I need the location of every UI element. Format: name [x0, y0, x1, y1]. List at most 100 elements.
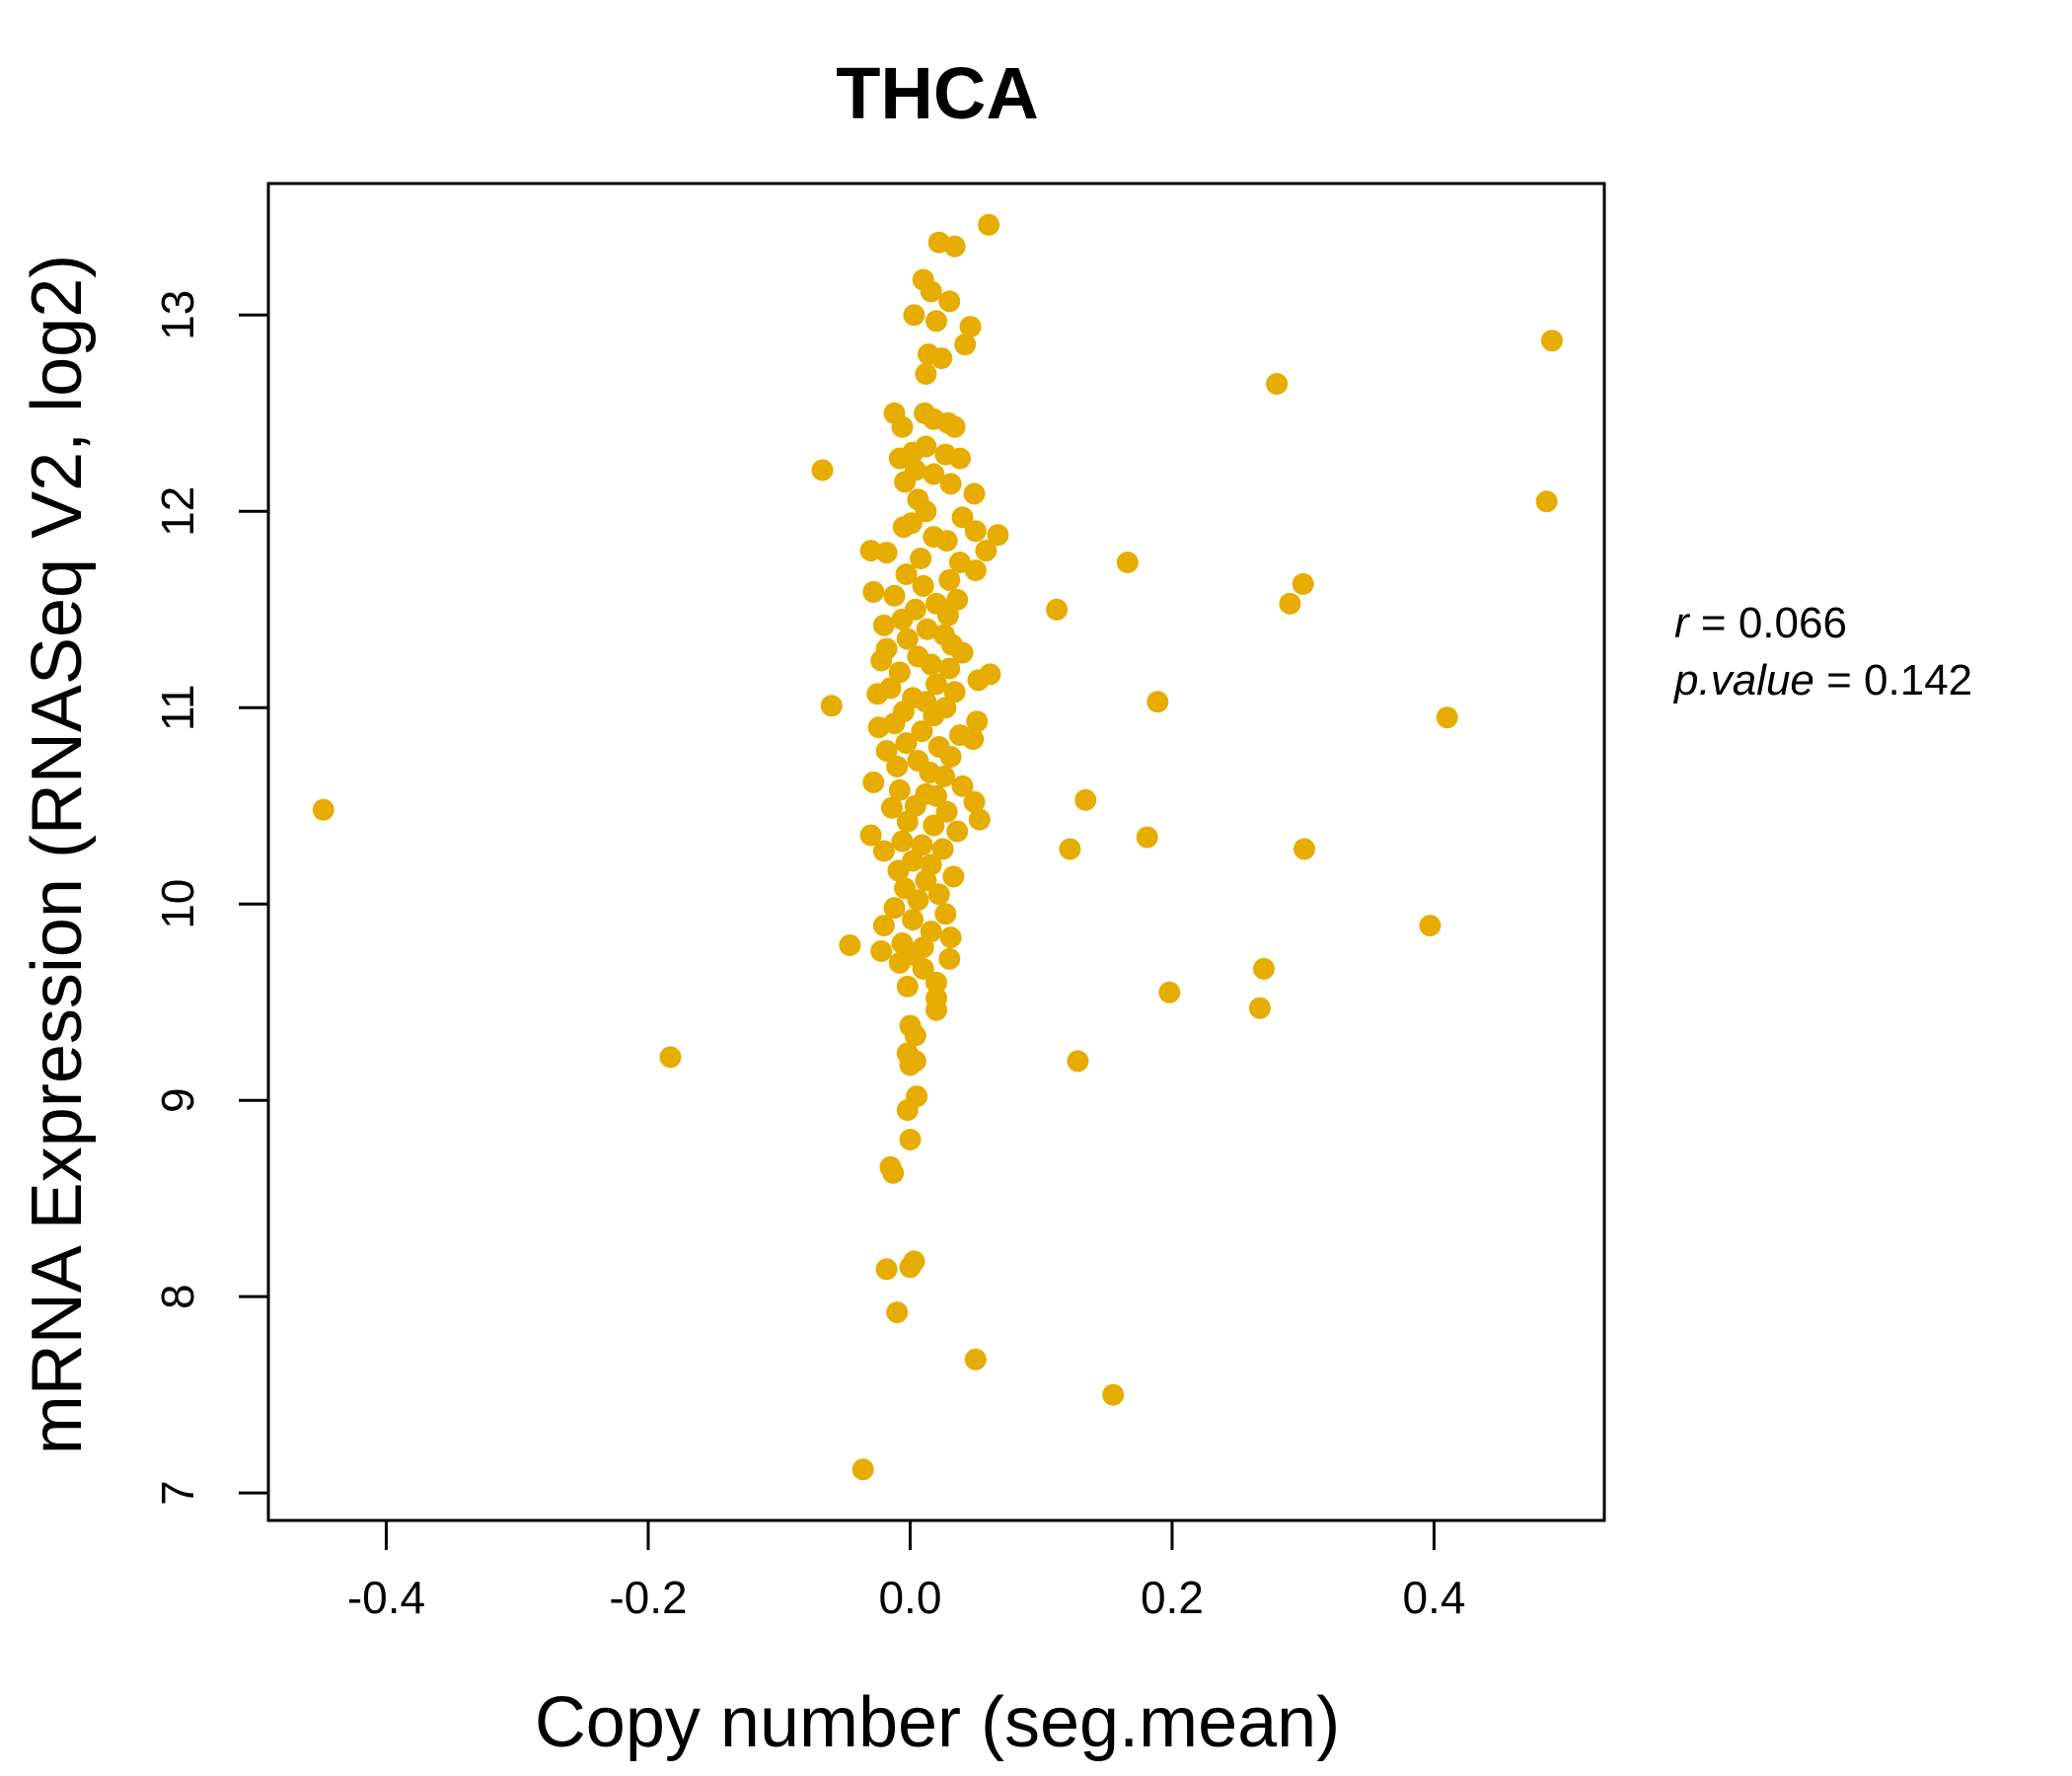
data-point	[866, 683, 889, 705]
data-point	[1059, 838, 1081, 860]
data-point	[1419, 915, 1442, 937]
data-point	[964, 1348, 987, 1370]
chart-title: THCA	[836, 52, 1039, 134]
data-point	[1279, 592, 1301, 615]
data-point	[925, 673, 947, 696]
data-point	[943, 415, 966, 438]
data-point	[902, 909, 925, 931]
data-point	[915, 363, 937, 385]
data-point	[811, 459, 834, 481]
data-point	[915, 869, 937, 892]
data-point	[968, 808, 991, 831]
data-point	[964, 520, 987, 543]
data-point	[936, 604, 959, 627]
data-point	[916, 618, 938, 640]
data-point	[1292, 572, 1314, 595]
data-point	[888, 661, 911, 684]
data-point	[938, 947, 961, 970]
data-point	[1136, 826, 1158, 849]
data-point	[946, 588, 969, 611]
data-point	[939, 473, 962, 495]
data-point	[899, 1256, 922, 1279]
data-point	[925, 999, 947, 1021]
data-point	[978, 213, 1000, 236]
y-tick-label: 8	[152, 1284, 203, 1309]
data-point	[882, 1161, 905, 1184]
data-point	[875, 740, 898, 762]
data-point	[862, 771, 885, 793]
data-point	[935, 530, 958, 553]
data-point	[948, 447, 971, 470]
data-point	[896, 628, 919, 650]
data-point	[896, 1099, 919, 1122]
data-point	[903, 304, 925, 327]
data-point	[891, 415, 914, 438]
y-axis-label: mRNA Expression (RNASeq V2, log2)	[18, 255, 97, 1454]
data-point	[887, 859, 910, 882]
data-point	[883, 584, 906, 607]
data-point	[886, 755, 909, 777]
data-point	[923, 814, 945, 837]
data-point	[912, 957, 934, 980]
data-point	[912, 574, 934, 597]
data-point	[939, 926, 962, 949]
data-point	[1147, 691, 1169, 713]
data-point	[859, 540, 882, 562]
data-point	[839, 934, 861, 956]
data-point	[951, 641, 974, 664]
x-tick-label: -0.2	[609, 1572, 687, 1623]
data-point	[1252, 957, 1275, 980]
data-point	[975, 540, 998, 562]
data-point	[894, 471, 917, 493]
data-point	[867, 716, 890, 739]
data-point	[920, 280, 942, 303]
x-tick-label: 0.4	[1402, 1572, 1465, 1623]
x-tick-label: -0.4	[347, 1572, 425, 1623]
x-tick-label: 0.2	[1141, 1572, 1204, 1623]
data-point	[927, 883, 950, 906]
data-point	[930, 347, 953, 370]
y-tick-label: 13	[152, 290, 203, 340]
data-point	[883, 897, 906, 920]
data-point	[888, 951, 911, 974]
data-point	[892, 516, 915, 539]
data-point	[1294, 838, 1315, 860]
y-tick-label: 10	[152, 879, 203, 929]
data-point	[1067, 1050, 1089, 1073]
data-point	[1102, 1383, 1125, 1406]
data-point	[895, 732, 918, 755]
data-point	[915, 435, 937, 458]
data-point	[859, 824, 882, 847]
p-value: 0.142	[1864, 656, 1972, 704]
x-tick-label: 0.0	[878, 1572, 941, 1623]
data-point	[1248, 997, 1271, 1019]
data-point	[987, 524, 1009, 547]
data-point	[904, 1024, 926, 1047]
data-point	[891, 830, 914, 852]
y-tick-label: 11	[152, 684, 203, 731]
data-point	[910, 548, 932, 569]
data-point	[1158, 981, 1181, 1003]
data-point	[1540, 330, 1563, 352]
data-point	[659, 1046, 682, 1069]
data-point	[911, 720, 933, 743]
data-point	[851, 1458, 874, 1481]
data-point	[967, 669, 990, 692]
data-point	[925, 971, 947, 994]
data-point	[872, 840, 895, 862]
data-point	[911, 834, 933, 856]
data-point	[943, 235, 966, 258]
data-point	[920, 653, 942, 676]
data-point	[935, 800, 958, 823]
r-value: 0.066	[1739, 599, 1847, 647]
data-point	[964, 559, 987, 581]
data-point	[931, 838, 954, 860]
x-axis-label: Copy number (seg.mean)	[535, 1683, 1340, 1762]
data-point	[942, 865, 965, 888]
data-point	[923, 463, 945, 485]
data-point	[1074, 788, 1097, 811]
data-point	[923, 704, 945, 727]
data-point	[925, 310, 947, 333]
data-point	[1266, 373, 1289, 395]
